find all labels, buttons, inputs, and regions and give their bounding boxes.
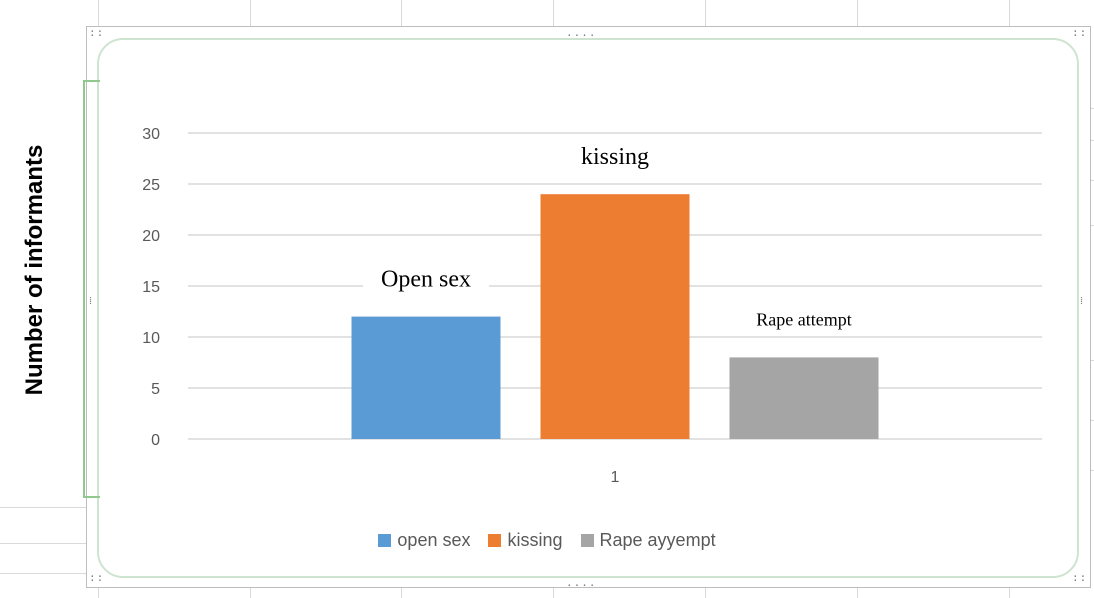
annotation-box [363,262,489,297]
legend-swatch [378,534,392,547]
legend: open sex kissing Rape ayyempt [0,530,1094,552]
legend-item: open sex [378,530,470,551]
x-tick-label: 1 [611,469,620,486]
legend-label: kissing [507,530,563,550]
bar-annotation: kissing [581,144,649,170]
x-tick-labels: 1 [611,469,620,486]
resize-handle-bottom-right[interactable]: :: [1072,571,1088,584]
resize-handle-top-left[interactable]: :: [89,26,105,39]
legend-label: open sex [397,530,471,550]
y-tick-label: 20 [142,228,160,245]
annotation-box [558,140,672,175]
y-tick-labels: 0 5 10 15 20 25 30 [142,126,160,449]
bar-kissing [540,194,690,439]
y-tick-label: 10 [142,330,160,347]
y-tick-label: 0 [151,432,160,449]
resize-handle-left[interactable]: ⁞ [89,294,94,307]
y-tick-label: 25 [142,177,160,194]
bar-rape-ayyempt [729,357,879,439]
resize-handle-right[interactable]: ⁞ [1080,294,1085,307]
bar-annotation: Rape attempt [756,309,851,329]
resize-handle-top-right[interactable]: :: [1072,26,1088,39]
legend-item: Rape ayyempt [580,530,716,551]
resize-handle-bottom-left[interactable]: :: [89,571,105,584]
legend-swatch [488,534,502,547]
bars [351,194,879,439]
resize-handle-bottom[interactable]: .... [566,576,597,589]
y-tick-label: 15 [142,279,160,296]
legend-item: kissing [488,530,563,551]
resize-handle-top[interactable]: .... [566,26,597,39]
selection-range-border [83,80,100,498]
legend-swatch [580,534,594,547]
y-tick-label: 30 [142,126,160,143]
bar-open-sex [351,316,501,439]
bar-annotation: Open sex [381,267,471,293]
y-tick-label: 5 [151,381,160,398]
legend-label: Rape ayyempt [599,530,716,550]
annotation-box [735,307,873,336]
bar-annotations: Open sex kissing Rape attempt [363,140,873,336]
